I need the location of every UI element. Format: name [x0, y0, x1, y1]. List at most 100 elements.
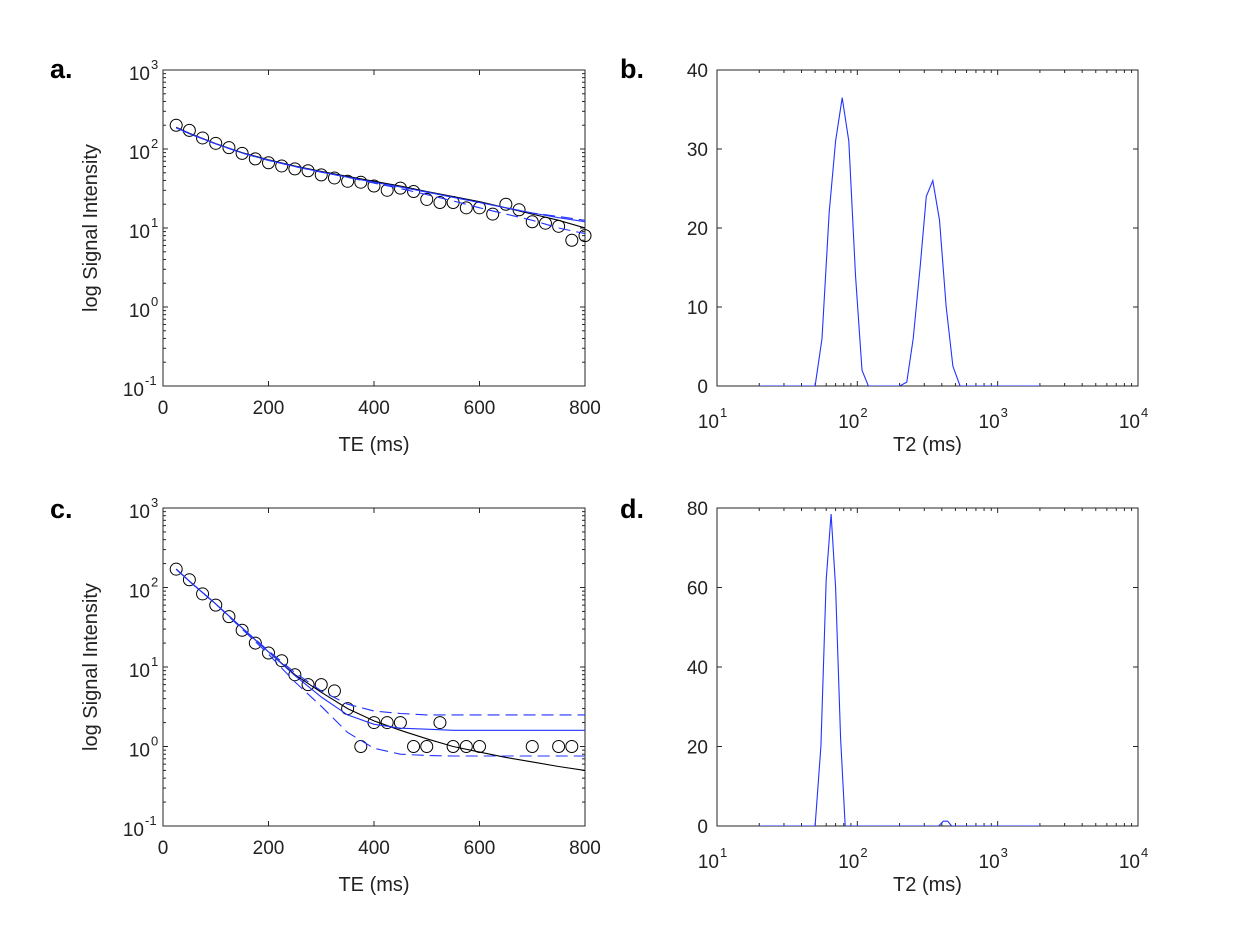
y-axis-label: log Signal Intensity [80, 583, 102, 751]
x-tick-label-exponent: 2 [860, 405, 867, 420]
data-point [314, 168, 328, 182]
panel-letter: a. [50, 54, 73, 84]
panel-letter: c. [50, 494, 73, 524]
data-point [209, 598, 223, 612]
y-tick-label-exponent: 1 [151, 654, 158, 669]
data-point [288, 162, 302, 176]
x-tick-label-exponent: 4 [1141, 405, 1148, 420]
x-tick-label-base: 10 [1119, 412, 1140, 433]
x-axis-label: TE (ms) [338, 434, 409, 456]
y-tick-label-base: 10 [129, 741, 150, 762]
x-axis-label: T2 (ms) [893, 434, 962, 456]
x-tick-label-exponent: 3 [1001, 405, 1008, 420]
data-point [275, 159, 289, 173]
y-tick-label-exponent: 0 [151, 294, 158, 309]
blue-line [759, 513, 1040, 826]
x-tick-label: 600 [464, 398, 496, 419]
data-point [525, 215, 539, 229]
y-tick-label-exponent: 2 [151, 575, 158, 590]
x-tick-label: 400 [358, 398, 390, 419]
data-point [525, 740, 539, 753]
panel-letter: d. [620, 494, 644, 524]
x-tick-label: 200 [253, 838, 285, 859]
y-tick-label-base: 10 [129, 64, 150, 85]
data-point [288, 668, 302, 682]
plot-area [716, 69, 1139, 387]
x-tick-label-base: 10 [698, 852, 719, 873]
plot-area [716, 507, 1139, 827]
y-tick-label-base: 10 [129, 502, 150, 523]
data-point [407, 740, 421, 753]
data-point [327, 171, 341, 185]
data-point [209, 136, 223, 150]
blue-line [759, 97, 1040, 386]
data-point [486, 207, 500, 221]
y-tick-label: 20 [687, 738, 708, 759]
data-point [248, 636, 262, 650]
data-point [459, 740, 473, 753]
data-point [552, 740, 566, 753]
dashed-bound-line [175, 568, 585, 757]
y-tick-label-exponent: 2 [151, 136, 158, 151]
data-point [446, 740, 460, 753]
y-tick-label: 0 [697, 377, 708, 398]
data-point [420, 740, 434, 753]
y-tick-label-base: 10 [129, 301, 150, 322]
data-point [262, 646, 275, 660]
y-tick-label: 10 [687, 298, 708, 319]
data-point [196, 587, 210, 601]
x-tick-label-base: 10 [979, 852, 1000, 873]
data-point [433, 196, 447, 210]
x-tick-label-exponent: 2 [860, 845, 867, 860]
plot-area [162, 69, 586, 387]
data-point [275, 654, 289, 668]
x-axis-label: T2 (ms) [893, 874, 962, 896]
y-tick-label-base: 10 [123, 820, 144, 841]
x-tick-label-base: 10 [838, 412, 859, 433]
data-point [182, 573, 196, 587]
data-point [433, 716, 447, 730]
x-tick-label: 0 [158, 398, 169, 419]
data-point [262, 156, 275, 170]
data-point [578, 229, 592, 243]
data-point [499, 197, 513, 211]
y-tick-label-base: 10 [129, 582, 150, 603]
data-point [407, 184, 421, 198]
y-tick-label-base: 10 [123, 380, 144, 401]
data-point [565, 233, 579, 247]
x-tick-label: 800 [569, 398, 601, 419]
data-point [169, 562, 183, 576]
data-point [301, 678, 315, 692]
y-tick-label: 30 [687, 140, 708, 161]
x-tick-label-base: 10 [698, 412, 719, 433]
x-tick-label: 0 [158, 838, 169, 859]
y-tick-label: 0 [697, 817, 708, 838]
y-tick-label: 80 [687, 499, 708, 520]
y-tick-label: 40 [687, 658, 708, 679]
x-tick-label: 800 [569, 838, 601, 859]
dashed-bound-line [175, 568, 585, 716]
y-tick-label-exponent: 1 [151, 215, 158, 230]
y-axis-label: log Signal Intensity [80, 144, 102, 312]
data-point [196, 131, 210, 145]
dashed-bound-line [175, 127, 585, 235]
y-tick-label-exponent: -1 [145, 373, 157, 388]
x-tick-label-exponent: 4 [1141, 845, 1148, 860]
x-tick-label-exponent: 1 [720, 845, 727, 860]
x-axis-label: TE (ms) [338, 874, 409, 896]
y-tick-label-base: 10 [129, 661, 150, 682]
data-point [354, 175, 368, 189]
y-tick-label: 60 [687, 579, 708, 600]
x-tick-label: 200 [253, 398, 285, 419]
data-point [169, 118, 183, 132]
y-tick-label-exponent: 3 [151, 57, 158, 72]
x-tick-label-exponent: 1 [720, 405, 727, 420]
x-tick-label: 600 [464, 838, 496, 859]
data-point [565, 740, 579, 753]
data-point [222, 610, 236, 624]
y-tick-label: 40 [687, 61, 708, 82]
data-point [222, 141, 236, 155]
